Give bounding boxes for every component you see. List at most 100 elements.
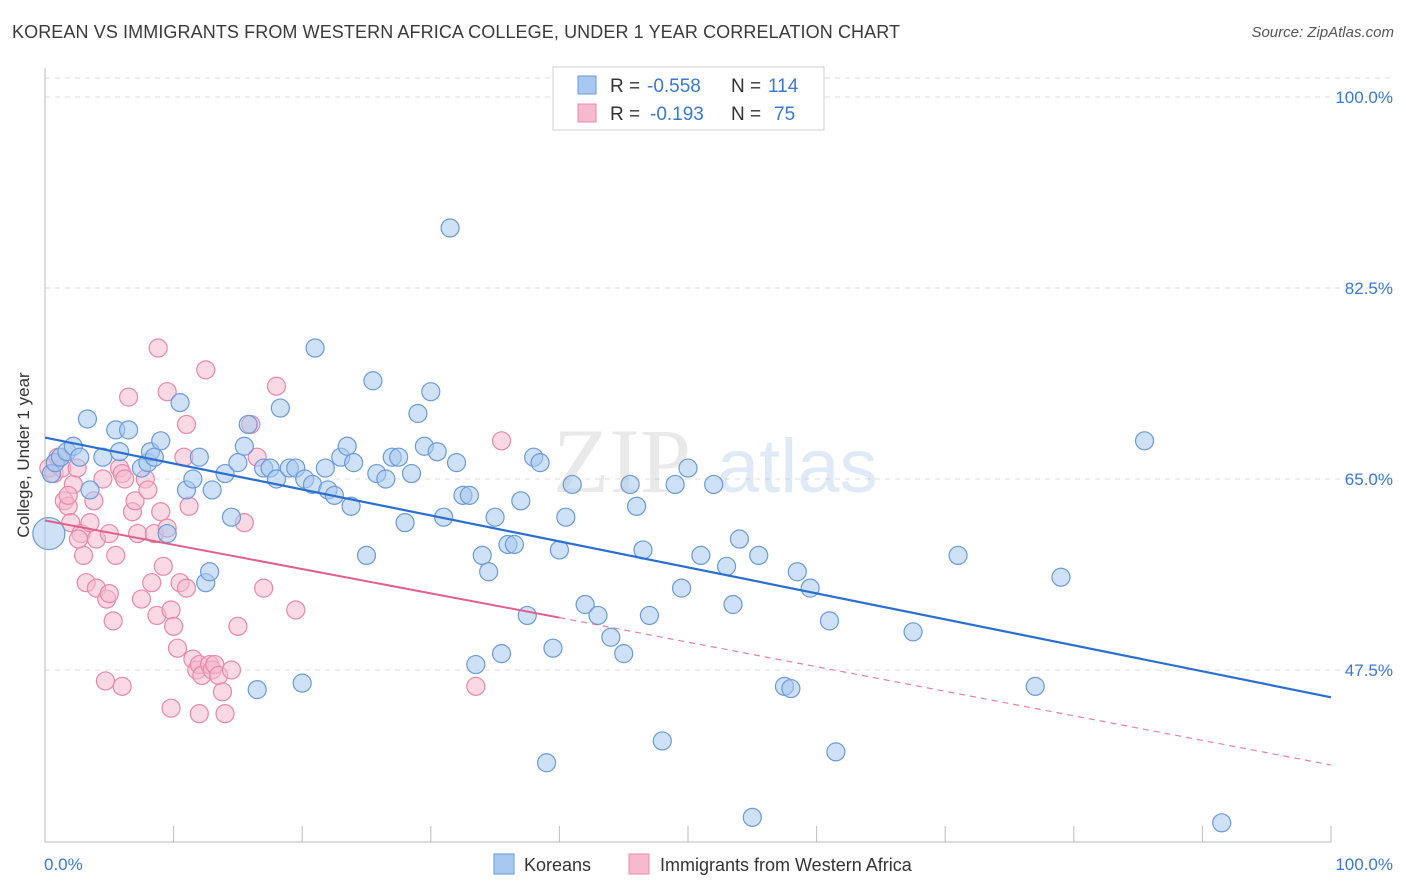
korean-point (575, 594, 595, 615)
immigrants-point (95, 671, 116, 691)
korean-point (948, 545, 968, 566)
korean-point (652, 731, 672, 751)
korean-point (671, 578, 692, 598)
watermark-zip: ZIP (553, 410, 691, 512)
korean-point (376, 469, 396, 489)
y-tick-label: 65.0% (1345, 470, 1393, 489)
immigrants-point (118, 387, 139, 407)
immigrants-point (151, 502, 171, 522)
legend-n-label-2: N = (731, 104, 761, 125)
korean-point (446, 453, 467, 473)
watermark: ZIP atlas (553, 410, 878, 512)
korean-point (421, 382, 441, 402)
korean-point (80, 480, 100, 500)
koreans-points (32, 218, 1232, 833)
y-tick-labels: 47.5% 65.0% 82.5% 100.0% (1335, 88, 1393, 680)
immigrants-point (286, 600, 306, 620)
x-tick-label: 0.0% (44, 855, 83, 874)
korean-point (401, 463, 422, 484)
y-axis-label: College, Under 1 year (14, 372, 33, 538)
immigrants-points (39, 338, 512, 724)
korean-point (315, 458, 335, 478)
korean-point (691, 545, 711, 566)
korean-point (562, 474, 582, 495)
korean-point (440, 218, 460, 238)
korean-point (543, 638, 563, 658)
korean-point (903, 622, 923, 642)
legend-swatch-immigrants (577, 103, 597, 123)
legend-n-value-1: 114 (768, 76, 799, 97)
korean-point (292, 673, 312, 693)
korean-point (221, 507, 242, 527)
korean-point (704, 474, 724, 495)
korean-point (787, 562, 807, 582)
legend-n-label-1: N = (731, 76, 761, 97)
x-tick-labels: 0.0% 100.0% (44, 855, 1393, 874)
y-tick-label: 100.0% (1335, 88, 1393, 107)
immigrants-point (491, 431, 512, 451)
korean-point (151, 431, 171, 451)
immigrants-point (115, 469, 135, 489)
koreans-trend-line (44, 436, 1332, 699)
immigrants-point (142, 573, 162, 593)
korean-point (716, 556, 737, 576)
immigrants-point (153, 556, 173, 576)
korean-point (781, 678, 801, 699)
immigrants-point (179, 496, 199, 516)
korean-point (32, 516, 66, 551)
legend-r-value-2: -0.193 (650, 104, 704, 125)
chart-title: KOREAN VS IMMIGRANTS FROM WESTERN AFRICA… (12, 22, 901, 42)
immigrants-point (125, 491, 145, 511)
korean-point (144, 447, 164, 467)
immigrants-point (99, 583, 119, 604)
immigrants-point (266, 376, 287, 396)
korean-point (826, 742, 846, 762)
watermark-atlas: atlas (717, 424, 878, 509)
korean-point (479, 562, 499, 582)
series-legend: Koreans Immigrants from Western Africa (493, 853, 913, 875)
immigrants-point (157, 382, 177, 402)
immigrants-point (112, 676, 132, 696)
korean-point (238, 414, 258, 435)
legend-label-koreans: Koreans (524, 855, 591, 875)
korean-point (749, 545, 769, 566)
immigrants-trend-line-extension (559, 617, 1332, 766)
korean-point (620, 474, 640, 495)
immigrants-point (221, 660, 242, 680)
source-label: Source: ZipAtlas.com (1251, 24, 1394, 41)
immigrants-point (212, 682, 233, 702)
korean-point (511, 491, 531, 511)
korean-point (200, 562, 220, 582)
korean-point (118, 420, 139, 440)
korean-point (723, 594, 743, 615)
korean-point (157, 523, 177, 544)
immigrants-point (161, 698, 181, 718)
legend-r-value-1: -0.558 (647, 76, 701, 97)
immigrants-point (106, 545, 126, 566)
immigrants-point (131, 589, 152, 609)
korean-point (337, 436, 357, 456)
immigrants-point (164, 616, 184, 636)
trend-lines (44, 436, 1332, 766)
immigrants-point (228, 616, 248, 636)
korean-point (70, 447, 90, 467)
korean-point (556, 507, 576, 527)
korean-point (77, 409, 98, 429)
gridlines (45, 77, 1392, 671)
immigrants-point (103, 611, 123, 631)
legend-swatch-koreans (577, 75, 597, 95)
korean-point (1025, 676, 1045, 696)
korean-point (228, 453, 248, 473)
immigrants-point (138, 480, 158, 500)
immigrants-point (93, 469, 113, 489)
korean-point (678, 458, 698, 478)
korean-point (408, 403, 428, 424)
korean-point (466, 654, 486, 675)
korean-point (491, 644, 512, 664)
korean-point (170, 393, 190, 413)
immigrants-trend-line (44, 519, 560, 619)
korean-point (202, 480, 222, 500)
y-tick-label: 47.5% (1345, 661, 1393, 680)
immigrants-point (176, 578, 197, 598)
